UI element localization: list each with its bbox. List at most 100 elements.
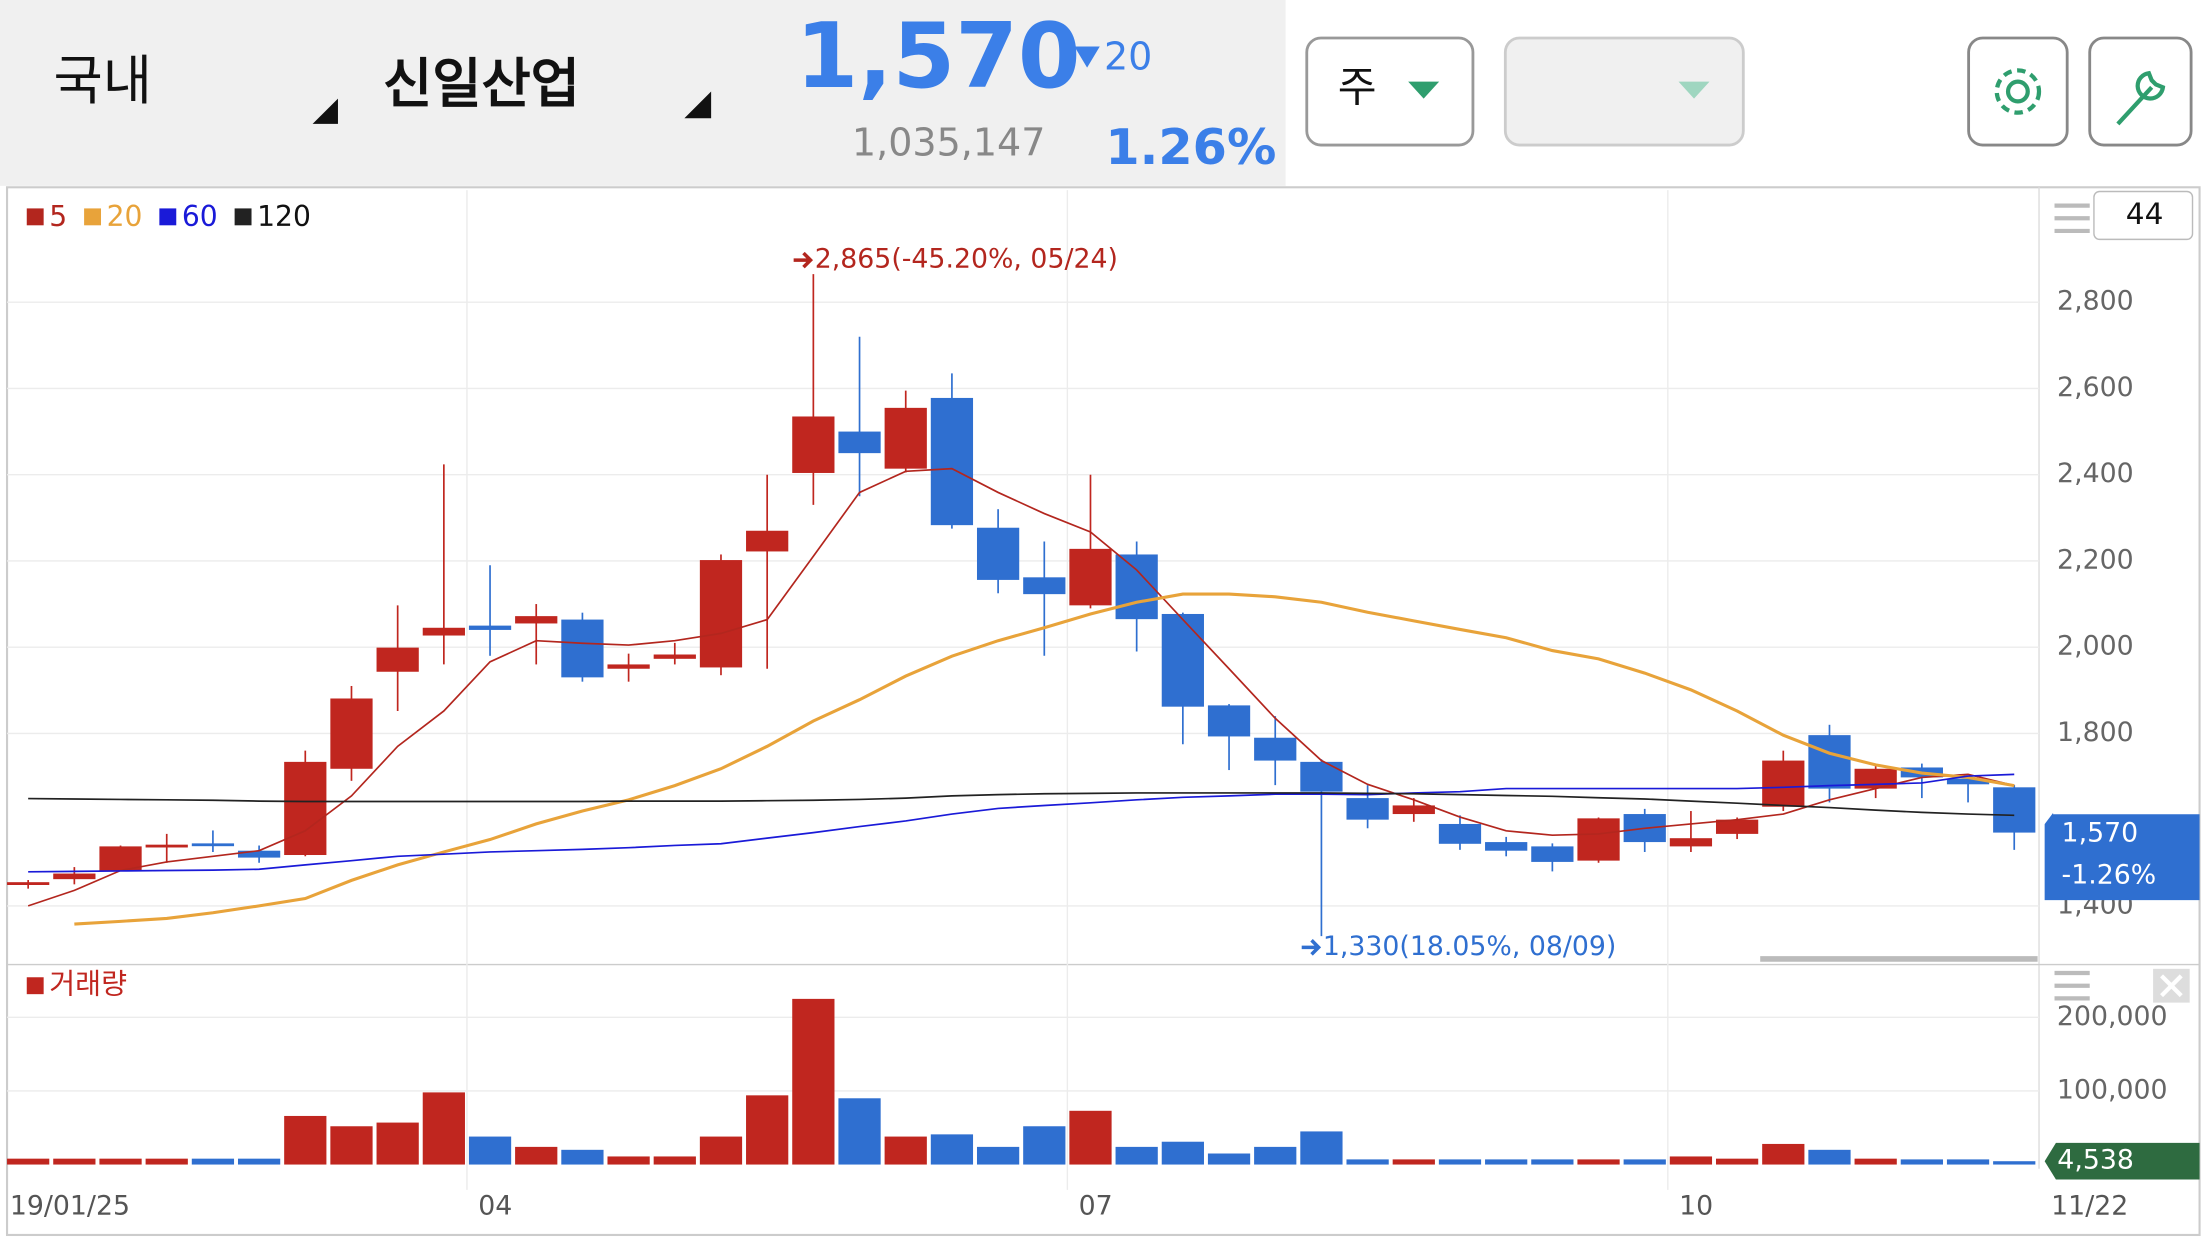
volume-bar (1023, 1126, 1066, 1165)
legend-swatch (26, 977, 44, 995)
close-icon[interactable] (2153, 968, 2190, 1003)
legend-swatch (26, 208, 44, 226)
volume-bar (1254, 1146, 1297, 1165)
y-tick-label: 2,400 (2057, 458, 2134, 489)
market-dropdown[interactable] (312, 98, 338, 124)
volume-bar (746, 1095, 789, 1165)
volume-tick-label: 100,000 (2057, 1074, 2168, 1105)
volume-bar (1069, 1110, 1112, 1165)
candle-body (1531, 846, 1574, 862)
volume-bar (561, 1149, 604, 1165)
candle-body (1485, 842, 1528, 851)
y-tick-label: 2,200 (2057, 544, 2134, 575)
volume-bar (930, 1134, 974, 1165)
volume-bar (1715, 1158, 1759, 1165)
candle-body (53, 873, 96, 880)
menu-icon[interactable] (2054, 203, 2090, 234)
candle-body (1762, 760, 1805, 807)
volume-bar (1346, 1159, 1389, 1165)
volume-bar (884, 1136, 927, 1165)
candle-body (1715, 819, 1759, 834)
period-arrow (1408, 81, 1440, 99)
volume-bar (1946, 1159, 1990, 1165)
volume-bar (330, 1126, 373, 1165)
candle-body (99, 846, 142, 871)
count[interactable]: 44 (2126, 197, 2164, 231)
candle-body (607, 664, 650, 669)
volume-bar (1207, 1153, 1251, 1165)
volume-bar (422, 1092, 465, 1165)
market[interactable]: 국내 (54, 49, 152, 112)
price: 1,570 (796, 4, 1081, 109)
y-tick-label: 2,800 (2057, 286, 2134, 317)
candle-body (1346, 798, 1389, 820)
candle-body (1392, 805, 1435, 815)
volume-bar (237, 1158, 281, 1165)
volume-bar (1669, 1156, 1713, 1165)
candle-body (746, 530, 789, 552)
period-select[interactable] (1305, 36, 1475, 147)
candle-body (653, 654, 696, 659)
stock-name[interactable]: 신일산업 (383, 52, 580, 115)
candle-body (1115, 554, 1158, 620)
count-box[interactable] (2093, 190, 2194, 241)
candle-body (330, 698, 373, 769)
legend-label: 거래량 (49, 968, 127, 1001)
volume-bar (515, 1146, 558, 1165)
volume-bar (1438, 1159, 1482, 1165)
annotation: 2,865(-45.20%, 05/24) (793, 244, 1118, 275)
settings-button[interactable] (1967, 36, 2069, 147)
ma-line (74, 592, 2015, 926)
header-bg (0, 0, 1286, 186)
volume-bar (145, 1158, 188, 1165)
annotation-text: 2,865(-45.20%, 05/24) (815, 244, 1118, 275)
y-tick-label: 2,600 (2057, 372, 2134, 403)
volume-bar (376, 1122, 419, 1165)
volume-bar (99, 1158, 142, 1165)
legend-label: 120 (257, 200, 311, 233)
candle-body (191, 843, 235, 847)
empty-select[interactable] (1503, 36, 1745, 147)
volume-bar (1161, 1141, 1204, 1165)
candle-body (145, 844, 188, 848)
candle-body (376, 647, 419, 672)
chart-frame (5, 186, 2201, 1237)
price-tag-label: 1,570 (2062, 817, 2139, 848)
volume-bar (838, 1098, 881, 1165)
volume-bar (53, 1158, 96, 1165)
menu-icon[interactable] (2054, 970, 2090, 1001)
wrench-icon (2116, 70, 2166, 126)
volume-bar (1808, 1149, 1851, 1165)
candle-body (1577, 818, 1620, 861)
candle-body (792, 416, 835, 473)
candle-body (838, 431, 881, 454)
change-rate: 1.26% (1105, 118, 1276, 176)
volume-bar (7, 1158, 50, 1165)
legend-label: 20 (107, 200, 143, 233)
candle-body (1946, 778, 1990, 785)
period[interactable]: 주 (1338, 63, 1377, 112)
x-tick-label: 04 (478, 1190, 512, 1221)
legend-swatch (84, 208, 102, 226)
candle-body (237, 850, 281, 858)
x-tick-label: 10 (1679, 1190, 1713, 1221)
legend-label: 5 (49, 200, 67, 233)
volume-bar (1392, 1159, 1435, 1165)
x-tick-label: 11/22 (2051, 1190, 2128, 1221)
volume-bar (792, 998, 835, 1165)
volume-tag (2044, 1142, 2200, 1180)
gear-icon (1994, 68, 2042, 115)
candle-body (1161, 613, 1204, 707)
volume-bar (1300, 1131, 1343, 1165)
candle-body (1069, 548, 1112, 606)
volume-tag-label: 4,538 (2057, 1145, 2134, 1176)
volume-bar (976, 1146, 1020, 1165)
volume-bar (607, 1156, 650, 1165)
annotation: 1,330(18.05%, 08/09) (1301, 931, 1616, 962)
volume-bar (1854, 1158, 1897, 1165)
ma-line (27, 467, 2015, 907)
candle-body (468, 625, 512, 630)
volume-bar (1762, 1143, 1805, 1165)
candle-body (1438, 823, 1482, 844)
down-arrow (1074, 46, 1100, 68)
